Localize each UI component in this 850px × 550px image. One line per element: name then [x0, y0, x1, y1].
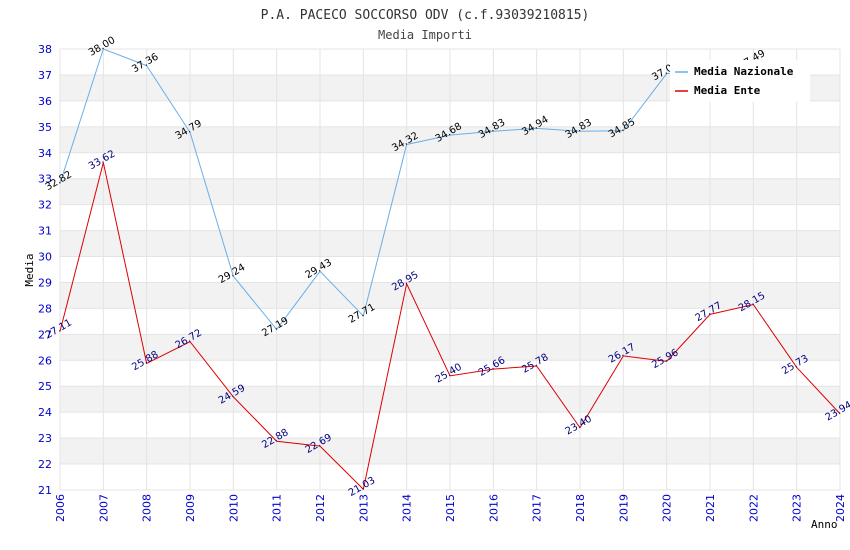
x-tick-label: 2022	[747, 494, 760, 522]
y-tick-label: 38	[38, 43, 52, 56]
x-tick-label: 2015	[444, 494, 457, 522]
y-tick-label: 23	[38, 432, 52, 445]
x-tick-label: 2011	[271, 494, 284, 522]
y-axis-label: Media	[23, 253, 36, 286]
y-tick-label: 26	[38, 354, 52, 367]
y-tick-label: 21	[38, 484, 52, 497]
series-line-nazionale	[59, 48, 754, 331]
x-tick-label: 2019	[617, 494, 630, 522]
chart-subtitle: Media Importi	[378, 28, 472, 42]
x-tick-label: 2007	[97, 494, 110, 522]
y-tick-label: 28	[38, 302, 52, 315]
y-tick-label: 31	[38, 225, 52, 238]
series-lines	[59, 48, 841, 491]
legend: Media Nazionale Media Ente	[670, 60, 810, 102]
legend-box	[670, 60, 810, 102]
x-tick-label: 2014	[401, 494, 414, 522]
y-tick-label: 35	[38, 121, 52, 134]
x-tick-label: 2017	[531, 494, 544, 522]
x-tick-label: 2016	[487, 494, 500, 522]
y-tick-label: 33	[38, 173, 52, 186]
y-tick-label: 30	[38, 251, 52, 264]
chart-title: P.A. PACECO SOCCORSO ODV (c.f.9303921081…	[261, 8, 590, 23]
y-tick-label: 25	[38, 380, 52, 393]
x-axis-label: Anno	[811, 518, 838, 531]
legend-label-nazionale: Media Nazionale	[694, 65, 794, 78]
y-tick-label: 34	[38, 147, 52, 160]
legend-label-ente: Media Ente	[694, 84, 761, 97]
x-tick-label: 2023	[791, 494, 804, 522]
x-tick-label: 2012	[314, 494, 327, 522]
x-tick-label: 2020	[661, 494, 674, 522]
x-tick-label: 2013	[357, 494, 370, 522]
grid-bands	[59, 48, 841, 491]
y-tick-label: 27	[38, 328, 52, 341]
series-line-ente	[59, 162, 841, 491]
y-tick-label: 22	[38, 458, 52, 471]
y-tick-label: 37	[38, 69, 52, 82]
y-tick-label: 32	[38, 199, 52, 212]
y-tick-label: 36	[38, 95, 52, 108]
y-tick-label: 29	[38, 276, 52, 289]
x-tick-label: 2010	[227, 494, 240, 522]
x-tick-label: 2021	[704, 494, 717, 522]
x-tick-label: 2008	[141, 494, 154, 522]
x-tick-label: 2024	[834, 494, 847, 522]
x-tick-label: 2018	[574, 494, 587, 522]
x-tick-label: 2006	[54, 494, 67, 522]
axis-ticks: 21 22 23 24 25 26 27 28 29 30 31 32 33 34 35 36 37 38 2006…	[38, 43, 847, 522]
y-tick-label: 24	[38, 406, 52, 419]
x-tick-label: 2009	[184, 494, 197, 522]
